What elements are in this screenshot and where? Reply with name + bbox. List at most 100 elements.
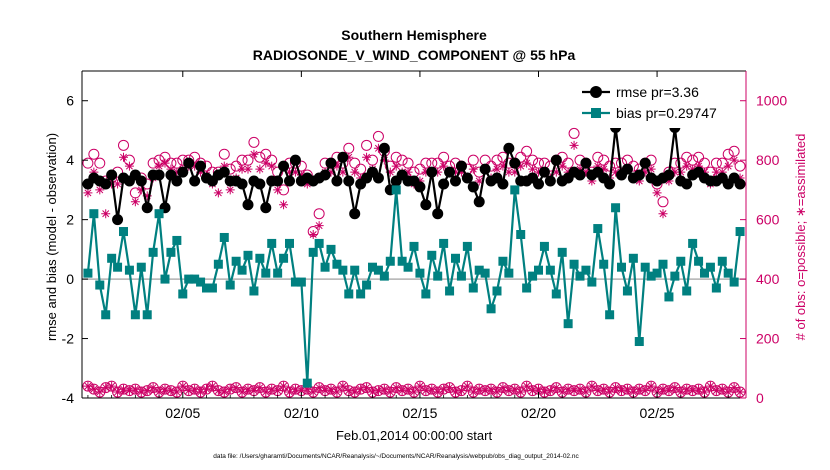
obs-assimilated-marker <box>350 387 360 397</box>
obs-assimilated-marker <box>362 152 372 162</box>
obs-assimilated-marker <box>634 384 644 394</box>
rmse-data-point <box>621 163 633 175</box>
obs-assimilated-marker <box>516 161 526 171</box>
obs-assimilated-marker <box>545 386 555 396</box>
obs-possible-marker <box>254 151 266 163</box>
rmse-data-point <box>574 169 586 181</box>
obs-assimilated-marker <box>255 383 265 393</box>
legend-bias-label: bias pr=0.29747 <box>616 105 717 121</box>
obs-possible-marker <box>408 386 420 398</box>
bias-data-point <box>528 271 538 281</box>
obs-assimilated-marker <box>640 167 650 177</box>
obs-assimilated-marker <box>290 384 300 394</box>
bias-data-point <box>207 283 217 293</box>
legend: rmse pr=3.36 bias pr=0.29747 <box>580 78 735 128</box>
bias-data-point <box>356 289 366 299</box>
obs-assimilated-marker <box>130 197 140 207</box>
obs-assimilated-marker <box>735 173 745 183</box>
obs-possible-marker <box>260 386 272 398</box>
obs-possible-marker <box>568 127 580 139</box>
bias-data-point <box>113 262 123 272</box>
rmse-data-point <box>479 163 491 175</box>
obs-assimilated-marker <box>409 387 419 397</box>
bias-data-point <box>717 256 727 266</box>
obs-assimilated-marker <box>563 384 573 394</box>
bias-data-point <box>89 209 99 219</box>
bias-data-point <box>231 256 241 266</box>
bias-data-point <box>136 262 146 272</box>
bias-data-point <box>350 265 360 275</box>
obs-assimilated-marker <box>510 167 520 177</box>
bias-data-point <box>124 265 134 275</box>
obs-assimilated-marker <box>539 387 549 397</box>
obs-assimilated-marker <box>308 387 318 397</box>
axes-frame <box>81 70 747 399</box>
obs-assimilated-marker <box>290 167 300 177</box>
obs-possible-marker <box>402 383 414 395</box>
rmse-data-point <box>331 175 343 187</box>
obs-assimilated-marker <box>551 167 561 177</box>
obs-assimilated-marker <box>421 386 431 396</box>
obs-assimilated-marker <box>391 383 401 393</box>
obs-possible-marker <box>189 383 201 395</box>
bias-data-point <box>658 259 668 269</box>
bias-data-point <box>154 209 164 219</box>
rmse-data-point <box>242 199 254 211</box>
rmse-data-point <box>467 181 479 193</box>
obs-assimilated-marker <box>421 167 431 177</box>
bias-data-point <box>522 283 532 293</box>
bias-data-point <box>468 283 478 293</box>
obs-assimilated-marker <box>113 179 123 189</box>
obs-assimilated-marker <box>225 384 235 394</box>
obs-assimilated-marker <box>504 386 514 396</box>
obs-assimilated-marker <box>202 384 211 394</box>
bias-data-point <box>308 247 318 257</box>
obs-assimilated-marker <box>154 387 164 397</box>
y-tick-label: 6 <box>66 93 74 109</box>
bias-data-point <box>617 262 626 272</box>
rmse-data-point <box>426 166 438 178</box>
obs-assimilated-marker <box>658 384 668 394</box>
obs-assimilated-marker <box>83 188 93 198</box>
obs-possible-marker <box>604 160 616 172</box>
obs-assimilated-marker <box>172 167 182 177</box>
obs-assimilated-marker <box>670 167 680 177</box>
obs-possible-marker <box>278 184 290 196</box>
bias-data-point <box>456 271 466 281</box>
bias-data-point <box>688 238 698 248</box>
bias-data-point <box>95 280 105 290</box>
obs-assimilated-marker <box>207 381 217 391</box>
obs-possible-marker <box>230 160 242 172</box>
obs-possible-marker <box>88 383 100 395</box>
bias-data-point <box>285 238 294 248</box>
bias-data-point <box>587 277 597 287</box>
rmse-data-point <box>734 178 746 190</box>
obs-assimilated-marker <box>344 386 354 396</box>
bias-data-point <box>237 265 247 275</box>
rmse-data-point <box>153 169 165 181</box>
obs-assimilated-marker <box>379 384 389 394</box>
obs-assimilated-marker <box>474 384 484 394</box>
series-layer <box>82 121 746 388</box>
rmse-data-point <box>461 172 473 184</box>
obs-possible-marker <box>278 380 290 392</box>
rmse-data-point <box>254 178 266 190</box>
obs-possible-marker <box>722 148 734 160</box>
obs-assimilated-marker <box>285 387 294 397</box>
obs-possible-marker <box>544 385 556 397</box>
obs-assimilated-marker <box>142 191 152 201</box>
bias-data-point <box>332 259 342 269</box>
obs-assimilated-marker <box>688 164 698 174</box>
obs-assimilated-marker <box>451 167 460 177</box>
bias-data-point <box>397 256 407 266</box>
obs-assimilated-marker <box>219 387 229 397</box>
obs-possible-marker <box>171 386 183 398</box>
obs-assimilated-marker <box>89 384 99 394</box>
y-tick-label: -4 <box>62 390 75 406</box>
rmse-data-point <box>319 169 331 181</box>
obs-assimilated-marker <box>166 386 176 396</box>
bias-data-point <box>190 274 200 284</box>
obs-assimilated-marker <box>279 200 289 210</box>
obs-assimilated-marker <box>130 384 140 394</box>
